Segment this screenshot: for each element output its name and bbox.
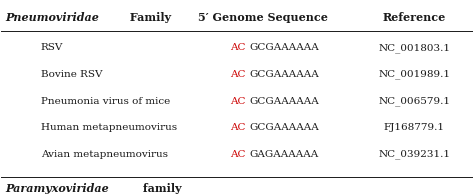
Text: 5′ Genome Sequence: 5′ Genome Sequence [198,12,328,23]
Text: Avian metapneumovirus: Avian metapneumovirus [41,150,168,159]
Text: NC_001989.1: NC_001989.1 [378,70,450,79]
Text: NC_006579.1: NC_006579.1 [378,96,450,106]
Text: NC_001803.1: NC_001803.1 [378,43,450,53]
Text: Reference: Reference [383,12,446,23]
Text: AC: AC [230,70,246,79]
Text: Bovine RSV: Bovine RSV [41,70,102,79]
Text: AC: AC [230,97,246,106]
Text: Human metapneumovirus: Human metapneumovirus [41,123,177,132]
Text: GCGAAAAAA: GCGAAAAAA [250,97,319,106]
Text: AC: AC [230,150,246,159]
Text: AC: AC [230,123,246,132]
Text: Family: Family [126,12,171,23]
Text: Pneumoviridae: Pneumoviridae [5,12,99,23]
Text: NC_039231.1: NC_039231.1 [378,150,450,159]
Text: AC: AC [230,44,246,53]
Text: RSV: RSV [41,44,63,53]
Text: FJ168779.1: FJ168779.1 [384,123,445,132]
Text: family: family [139,183,182,194]
Text: Paramyxoviridae: Paramyxoviridae [5,183,109,194]
Text: GCGAAAAAA: GCGAAAAAA [250,123,319,132]
Text: GCGAAAAAA: GCGAAAAAA [250,70,319,79]
Text: GAGAAAAAA: GAGAAAAAA [250,150,319,159]
Text: Pneumonia virus of mice: Pneumonia virus of mice [41,97,170,106]
Text: GCGAAAAAA: GCGAAAAAA [250,44,319,53]
